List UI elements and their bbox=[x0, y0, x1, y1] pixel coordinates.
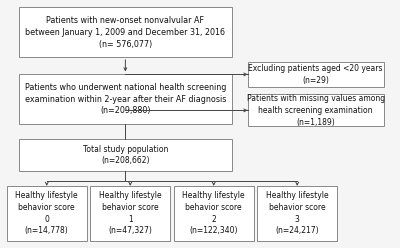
FancyBboxPatch shape bbox=[248, 62, 384, 87]
Text: Healthy lifestyle
behavior score
1
(n=47,327): Healthy lifestyle behavior score 1 (n=47… bbox=[99, 191, 162, 236]
FancyBboxPatch shape bbox=[7, 186, 86, 241]
Text: Total study population
(n=208,662): Total study population (n=208,662) bbox=[83, 145, 168, 165]
FancyBboxPatch shape bbox=[18, 74, 232, 124]
FancyBboxPatch shape bbox=[18, 139, 232, 171]
FancyBboxPatch shape bbox=[18, 7, 232, 57]
FancyBboxPatch shape bbox=[174, 186, 254, 241]
Text: Excluding patients aged <20 years
(n=29): Excluding patients aged <20 years (n=29) bbox=[248, 64, 383, 85]
FancyBboxPatch shape bbox=[90, 186, 170, 241]
FancyBboxPatch shape bbox=[258, 186, 337, 241]
Text: Patients with new-onset nonvalvular AF
between January 1, 2009 and December 31, : Patients with new-onset nonvalvular AF b… bbox=[25, 16, 225, 49]
FancyBboxPatch shape bbox=[248, 94, 384, 126]
Text: Healthy lifestyle
behavior score
3
(n=24,217): Healthy lifestyle behavior score 3 (n=24… bbox=[266, 191, 328, 236]
Text: Healthy lifestyle
behavior score
0
(n=14,778): Healthy lifestyle behavior score 0 (n=14… bbox=[16, 191, 78, 236]
Text: Patients with missing values among
health screening examination
(n=1,189): Patients with missing values among healt… bbox=[246, 94, 385, 127]
Text: Healthy lifestyle
behavior score
2
(n=122,340): Healthy lifestyle behavior score 2 (n=12… bbox=[182, 191, 245, 236]
Text: Patients who underwent national health screening
examination within 2-year after: Patients who underwent national health s… bbox=[25, 83, 226, 116]
